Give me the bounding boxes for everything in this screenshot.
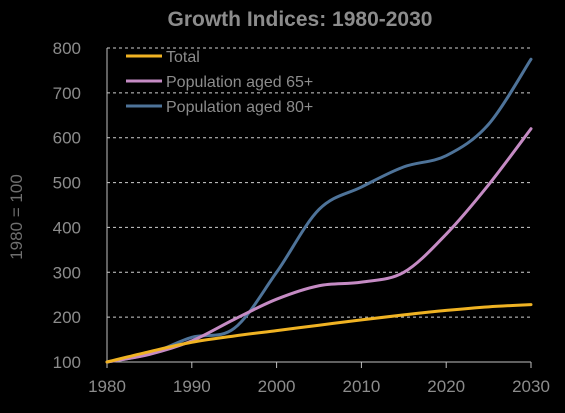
y-tick-label: 700: [53, 84, 81, 103]
axes: [106, 48, 532, 368]
y-tick-label: 600: [53, 129, 81, 148]
legend-label: Population aged 65+: [166, 74, 313, 91]
gridlines: [107, 47, 531, 318]
series-line-0: [105, 303, 533, 364]
series-line-1: [105, 127, 533, 364]
legend-label: Total: [166, 49, 200, 66]
series-lines: [105, 57, 533, 364]
x-tick-label: 1980: [88, 377, 126, 396]
y-tick-label: 800: [53, 39, 81, 58]
series-line-2: [105, 57, 533, 364]
y-tick-label: 500: [53, 174, 81, 193]
x-tick-label: 1990: [173, 377, 211, 396]
y-axis-label: 1980 = 100: [7, 174, 26, 260]
legend: Total Population aged 65+ Population aged …: [126, 49, 313, 116]
y-tick-label: 400: [53, 218, 81, 237]
y-tick-label: 300: [53, 263, 81, 282]
y-tick-label: 100: [53, 353, 81, 372]
x-tick-label: 2020: [427, 377, 465, 396]
y-tick-label: 200: [53, 308, 81, 327]
tick-labels: 100 200 300 400 500 600 700 800 1980 1990 2000 2010…: [53, 39, 550, 396]
chart-title: Growth Indices: 1980-2030: [168, 8, 433, 31]
legend-label: Population aged 80+: [166, 99, 313, 116]
x-tick-label: 2010: [342, 377, 380, 396]
x-tick-label: 2000: [258, 377, 296, 396]
x-tick-label: 2030: [512, 377, 550, 396]
